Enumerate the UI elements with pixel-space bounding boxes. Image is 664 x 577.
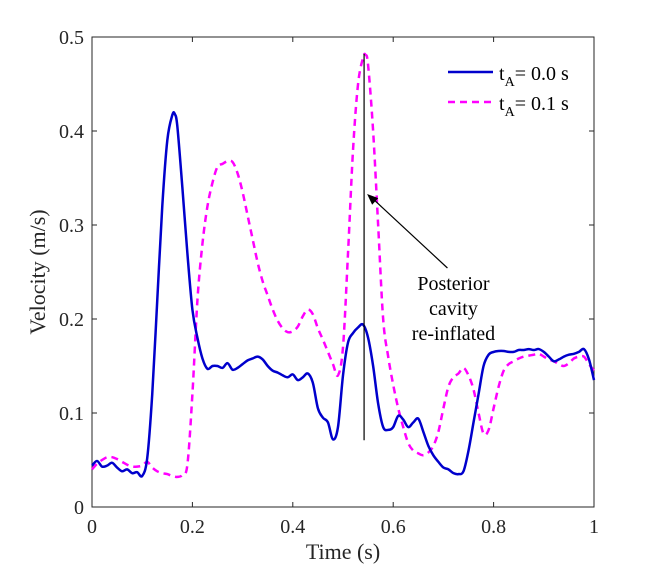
y-tick-label: 0 xyxy=(74,497,84,519)
legend-label-1-sub: A xyxy=(505,105,516,120)
y-tick-label: 0.2 xyxy=(59,309,84,331)
plot-area: Posterior cavity re-inflated xyxy=(91,36,596,508)
legend-label-0-main: t xyxy=(499,63,505,85)
legend-label-1-rest: = 0.1 s xyxy=(515,93,569,115)
legend-label-0-rest: = 0.0 s xyxy=(515,63,569,85)
x-tick-label: 0 xyxy=(87,516,97,538)
x-tick-label: 0.4 xyxy=(280,516,305,538)
x-tick-label: 1 xyxy=(589,516,599,538)
legend-label-series-0: tA= 0.0 s xyxy=(499,63,569,90)
legend-label-0-sub: A xyxy=(505,75,516,90)
x-tick-label: 0.2 xyxy=(180,516,205,538)
series-line-0 xyxy=(91,110,596,478)
legend-label-1-main: t xyxy=(499,93,505,115)
y-tick-label: 0.3 xyxy=(59,215,84,237)
annotation-text-line: re-inflated xyxy=(412,323,495,345)
axis-layer: 0 0.2 0.4 0.6 0.8 1 0 0.1 0.2 0.3 0.4 0.5 xyxy=(59,27,599,538)
y-tick-label: 0.1 xyxy=(59,403,84,425)
y-tick-label: 0.4 xyxy=(59,121,84,143)
annotation-arrow-shaft xyxy=(372,198,448,269)
y-tick-label: 0.5 xyxy=(59,27,84,49)
series-layer xyxy=(91,52,596,479)
legend-label-series-1: tA= 0.1 s xyxy=(499,93,569,120)
series-line-1 xyxy=(91,52,595,479)
annotation-text-line: cavity xyxy=(429,298,478,320)
legend: tA= 0.0 s tA= 0.1 s xyxy=(448,63,569,120)
x-tick-label: 0.8 xyxy=(481,516,506,538)
x-tick-label: 0.6 xyxy=(381,516,406,538)
annotation-arrow-head xyxy=(367,193,379,205)
y-axis-title: Velocity (m/s) xyxy=(25,209,50,334)
annotation-layer: Posterior cavity re-inflated xyxy=(363,53,495,441)
x-axis-title: Time (s) xyxy=(306,539,380,564)
annotation-text-line: Posterior xyxy=(417,273,490,295)
